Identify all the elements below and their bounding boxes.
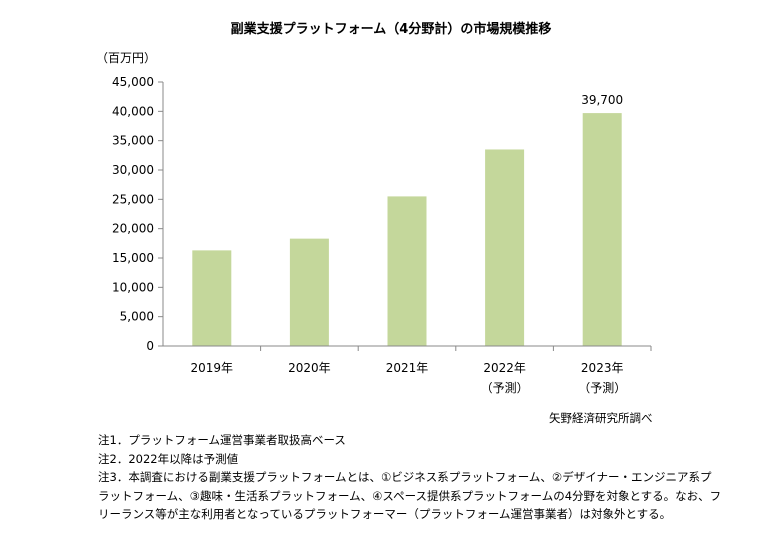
y-tick-label: 35,000 bbox=[112, 134, 154, 148]
bar-2019年 bbox=[192, 250, 232, 346]
y-tick-label: 30,000 bbox=[112, 163, 154, 177]
bar-2020年 bbox=[289, 238, 329, 346]
y-axis-unit-label: （百万円） bbox=[96, 51, 156, 65]
y-tick-label: 40,000 bbox=[112, 104, 154, 118]
y-tick-label: 25,000 bbox=[112, 192, 154, 206]
note-3-line-1: 注3．本調査における副業支援プラットフォームとは、①ビジネス系プラットフォーム、… bbox=[98, 470, 712, 484]
data-label: 39,700 bbox=[581, 93, 623, 107]
chart-title: 副業支援プラットフォーム（4分野計）の市場規模推移 bbox=[231, 21, 552, 37]
x-tick-label: 2019年 bbox=[191, 361, 234, 375]
note-2: 注2．2022年以降は予測値 bbox=[98, 451, 239, 466]
x-tick-label: 2022年 bbox=[483, 361, 526, 375]
x-tick-label: 2020年 bbox=[288, 361, 331, 375]
note-3-line-3: リーランス等が主な利用者となっているプラットフォーマー（プラットフォーム運営事業… bbox=[98, 507, 672, 521]
y-tick-label: 45,000 bbox=[112, 75, 154, 89]
note-1: 注1．プラットフォーム運営事業者取扱高ベース bbox=[98, 433, 346, 447]
x-tick-sublabel: （予測） bbox=[481, 381, 529, 395]
x-tick-sublabel: （予測） bbox=[578, 381, 626, 395]
y-tick-label: 0 bbox=[146, 339, 154, 353]
source-note: 矢野経済研究所調べ bbox=[549, 411, 653, 425]
note-3-line-2: ラットフォーム、③趣味・生活系プラットフォーム、④スペース提供系プラットフォーム… bbox=[98, 488, 722, 503]
y-tick-label: 5,000 bbox=[120, 310, 154, 324]
y-tick-label: 20,000 bbox=[112, 222, 154, 236]
footnotes: 注1．プラットフォーム運営事業者取扱高ベース 注2．2022年以降は予測値 注3… bbox=[98, 431, 722, 524]
x-tick-label: 2023年 bbox=[581, 361, 624, 375]
x-tick-label: 2021年 bbox=[386, 361, 429, 375]
bar-2022年 bbox=[485, 149, 525, 346]
y-tick-label: 15,000 bbox=[112, 251, 154, 265]
bar-2021年 bbox=[387, 196, 427, 346]
bar-2023年 bbox=[582, 113, 622, 347]
y-tick-label: 10,000 bbox=[112, 280, 154, 294]
